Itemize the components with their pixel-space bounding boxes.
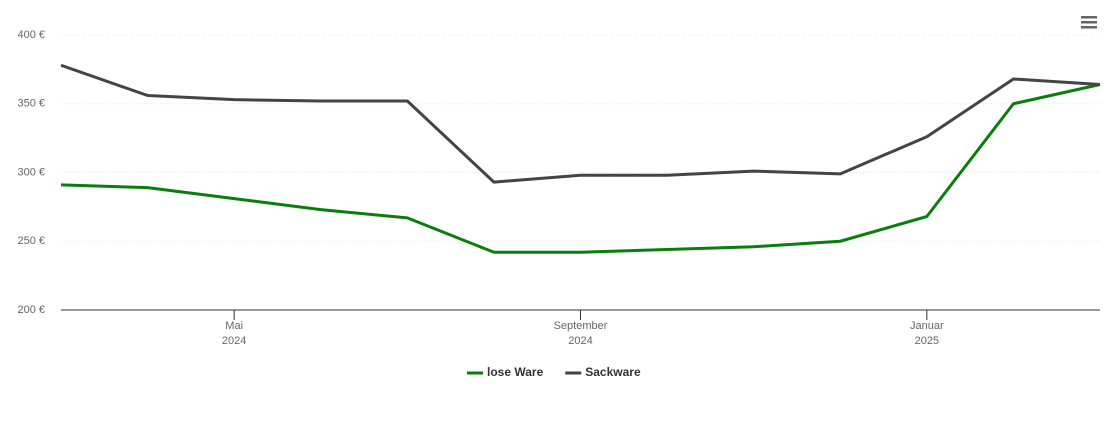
series-line	[60, 63, 1101, 184]
menu-bar	[1081, 26, 1097, 29]
y-tick-label: 300 €	[17, 166, 45, 178]
menu-icon[interactable]	[1081, 16, 1097, 29]
x-tick-label: Mai	[225, 320, 243, 332]
y-tick-label: 400 €	[17, 29, 45, 41]
x-tick-label: 2025	[915, 335, 939, 347]
x-tick-label: 2024	[568, 335, 592, 347]
series-line	[60, 83, 1101, 254]
legend-label: lose Ware	[487, 365, 544, 379]
y-tick-label: 250 €	[17, 235, 45, 247]
legend-label: Sackware	[585, 365, 641, 379]
legend: lose Ware Sackware	[467, 365, 641, 379]
menu-bar	[1081, 21, 1097, 24]
x-tick-label: Januar	[910, 320, 944, 332]
y-tick-label: 350 €	[17, 98, 45, 110]
x-tick-label: 2024	[222, 335, 246, 347]
x-tick-label: September	[554, 320, 608, 332]
menu-bar	[1081, 16, 1097, 19]
y-tick-label: 200 €	[17, 304, 45, 316]
